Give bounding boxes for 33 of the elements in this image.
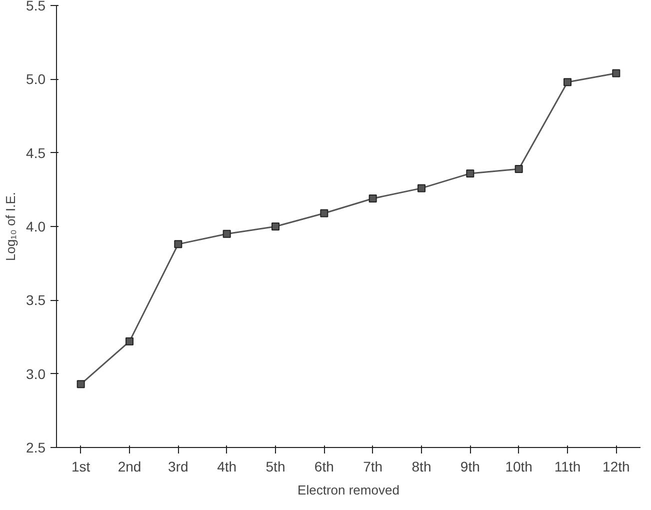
y-tick-label: 4.5	[26, 144, 46, 161]
point	[76, 380, 85, 388]
y-tick-label: 5.5	[26, 0, 46, 14]
point	[514, 165, 523, 174]
y-tick-label: 5.0	[26, 71, 46, 88]
point	[612, 69, 620, 78]
x-tick-label: 8th	[412, 458, 432, 474]
point	[174, 240, 182, 248]
point	[222, 230, 231, 238]
y-tick-label: 2.5	[26, 440, 46, 456]
x-tick-label: 7th	[363, 458, 383, 474]
y-tick-label: 4.0	[26, 218, 46, 234]
x-tick-label: 12th	[602, 458, 630, 474]
x-tick-label: 10th	[505, 458, 532, 474]
x-tick-label: 9th	[460, 458, 480, 474]
x-axis-title: Electron removed	[298, 482, 400, 498]
x-tick-label: 1st	[71, 458, 90, 474]
point	[368, 194, 377, 203]
point	[272, 222, 280, 230]
x-tick-label: 5th	[266, 458, 286, 474]
x-tick-label: 6th	[314, 458, 334, 474]
point	[126, 337, 134, 346]
point	[320, 209, 328, 218]
y-tick-label: 3.0	[26, 366, 46, 382]
y-axis-title: Log₁₀ of I.E.	[3, 192, 18, 262]
point	[418, 184, 426, 192]
x-tick-label: 11th	[554, 458, 581, 474]
point	[564, 78, 572, 86]
point	[466, 169, 474, 178]
x-tick-label: 4th	[217, 458, 237, 474]
y-tick-label: 3.5	[26, 292, 46, 308]
x-tick-label: 2nd	[118, 458, 142, 474]
x-tick-label: 3rd	[168, 458, 188, 474]
